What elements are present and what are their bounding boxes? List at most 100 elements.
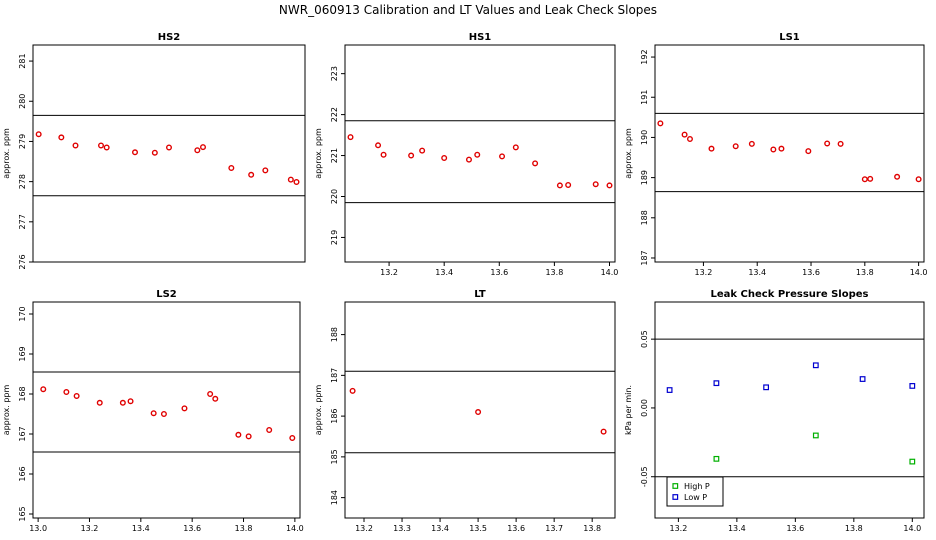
data-point xyxy=(375,142,382,149)
data-point xyxy=(861,176,868,183)
data-point xyxy=(686,136,693,143)
data-point xyxy=(606,182,613,189)
y-tick-label: 276 xyxy=(18,254,27,269)
plot-frame xyxy=(32,44,306,263)
y-tick-label: 188 xyxy=(640,210,649,225)
y-tick-label: 221 xyxy=(330,148,339,163)
data-point xyxy=(349,387,356,394)
x-tick-label: 13.6 xyxy=(183,524,201,533)
x-tick-label: 13.6 xyxy=(802,268,820,277)
data-point xyxy=(681,131,688,138)
data-point xyxy=(380,151,387,158)
x-tick-label: 13.7 xyxy=(545,524,563,533)
panel-lt: LT approx. ppm 184 185 186 187 188 13.2 13.3 13.4… xyxy=(314,289,616,533)
panel-ls2: LS2 approx. ppm 165 166 167 168 169 170 13.0 13.2… xyxy=(2,289,304,533)
x-tick-label: 13.4 xyxy=(431,524,449,533)
data-point xyxy=(824,140,831,147)
data-point xyxy=(465,156,472,163)
plot-frame xyxy=(654,301,925,519)
plot-frame xyxy=(344,301,616,519)
data-point xyxy=(708,145,715,152)
y-tick-label: 192 xyxy=(640,49,649,64)
y-axis-label: approx. ppm xyxy=(314,128,323,179)
x-tick-label: 14.0 xyxy=(903,524,921,533)
data-point xyxy=(289,435,296,442)
data-point xyxy=(778,145,785,152)
data-point xyxy=(474,151,481,158)
x-tick-label: 13.0 xyxy=(29,524,47,533)
data-point xyxy=(713,380,720,387)
y-tick-label: 280 xyxy=(18,94,27,109)
y-tick-label: 0.00 xyxy=(640,399,649,417)
x-tick-label: 13.2 xyxy=(380,268,398,277)
data-point xyxy=(565,182,572,189)
y-tick-label: 220 xyxy=(330,189,339,204)
data-point xyxy=(915,176,922,183)
panels: HS2 approx. ppm 276 277 278 279 280 281 HS1 appro… xyxy=(2,32,928,533)
data-point xyxy=(909,383,916,389)
y-tick-label: 165 xyxy=(18,506,27,521)
panel-hs2: HS2 approx. ppm 276 277 278 279 280 281 xyxy=(2,32,306,270)
x-tick-label: 14.0 xyxy=(286,524,304,533)
y-tick-label: 277 xyxy=(18,214,27,229)
data-point xyxy=(419,147,426,154)
y-tick-label: 166 xyxy=(18,466,27,481)
y-tick-label: 185 xyxy=(330,449,339,464)
panel-title: HS1 xyxy=(469,32,492,43)
panel-title: LS1 xyxy=(779,32,800,43)
data-point xyxy=(97,142,104,149)
data-point xyxy=(592,181,599,188)
y-axis-label: approx. ppm xyxy=(2,128,11,179)
data-point xyxy=(127,398,134,405)
data-point xyxy=(812,432,819,439)
legend-marker xyxy=(672,494,679,500)
data-point xyxy=(96,399,103,406)
data-point xyxy=(441,155,448,162)
data-point xyxy=(194,147,201,154)
data-point xyxy=(40,386,47,393)
y-tick-label: 188 xyxy=(330,327,339,342)
data-point xyxy=(556,182,563,189)
x-tick-label: 13.2 xyxy=(81,524,99,533)
x-tick-label: 13.8 xyxy=(235,524,253,533)
x-tick-label: 13.4 xyxy=(435,268,453,277)
data-point xyxy=(293,179,300,186)
data-point xyxy=(63,389,70,396)
x-tick-label: 13.8 xyxy=(856,268,874,277)
data-point xyxy=(732,143,739,150)
y-tick-label: 170 xyxy=(18,306,27,321)
y-tick-label: -0.05 xyxy=(640,466,649,487)
y-tick-label: 0.05 xyxy=(640,330,649,348)
panel-title: LT xyxy=(474,289,486,300)
data-point xyxy=(131,149,138,156)
data-point xyxy=(812,362,819,369)
data-point xyxy=(266,427,273,434)
y-axis-label: kPa per min. xyxy=(624,385,633,435)
panel-title: LS2 xyxy=(156,289,177,300)
y-tick-label: 279 xyxy=(18,134,27,149)
y-axis-label: approx. ppm xyxy=(314,385,323,436)
data-point xyxy=(475,409,482,416)
data-point xyxy=(235,431,242,438)
x-tick-label: 13.8 xyxy=(845,524,863,533)
data-point xyxy=(73,393,80,400)
data-point xyxy=(532,160,539,167)
data-point xyxy=(58,134,65,141)
data-point xyxy=(248,171,255,178)
data-point xyxy=(212,395,219,402)
y-tick-label: 186 xyxy=(330,408,339,423)
plot-frame xyxy=(344,44,616,263)
data-point xyxy=(805,148,812,155)
x-tick-label: 14.0 xyxy=(601,268,619,277)
y-tick-label: 191 xyxy=(640,90,649,105)
y-tick-label: 223 xyxy=(330,66,339,81)
data-point xyxy=(35,131,42,138)
data-point xyxy=(600,428,607,435)
panel-title: Leak Check Pressure Slopes xyxy=(711,289,869,300)
data-point xyxy=(748,140,755,147)
x-tick-label: 13.6 xyxy=(507,524,525,533)
x-tick-label: 14.0 xyxy=(910,268,928,277)
panel-ls1: LS1 approx. ppm 187 188 189 190 191 192 13.2 13.4… xyxy=(624,32,928,277)
data-point xyxy=(512,144,519,151)
